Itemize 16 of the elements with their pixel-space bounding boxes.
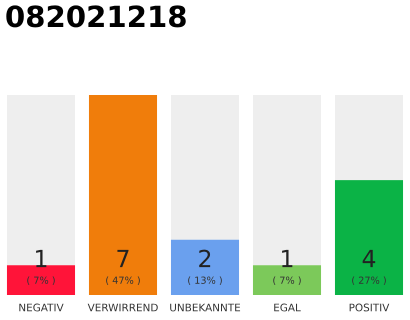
x-tick-label: NEGATIV <box>19 304 64 312</box>
annotation: 7 <box>117 250 128 268</box>
data-label: ( 47% ) <box>106 276 140 286</box>
x-tick-label: VERWIRREND <box>88 304 158 312</box>
annotation: 1 <box>282 250 292 268</box>
data-label: ( 7% ) <box>27 276 55 286</box>
data-label: ( 13% ) <box>188 276 222 286</box>
annotation: 4 <box>362 250 376 268</box>
annotation: 1 <box>36 250 46 268</box>
x-tick-label: EGAL <box>274 304 301 312</box>
x-tick-label: POSITIV <box>350 304 390 312</box>
annotation: 2 <box>199 250 210 268</box>
data-label: ( 7% ) <box>273 276 301 286</box>
x-tick-label: UNBEKANNTE <box>170 304 240 312</box>
chart-title: 082021218 <box>6 5 186 28</box>
data-label: ( 27% ) <box>352 276 386 286</box>
